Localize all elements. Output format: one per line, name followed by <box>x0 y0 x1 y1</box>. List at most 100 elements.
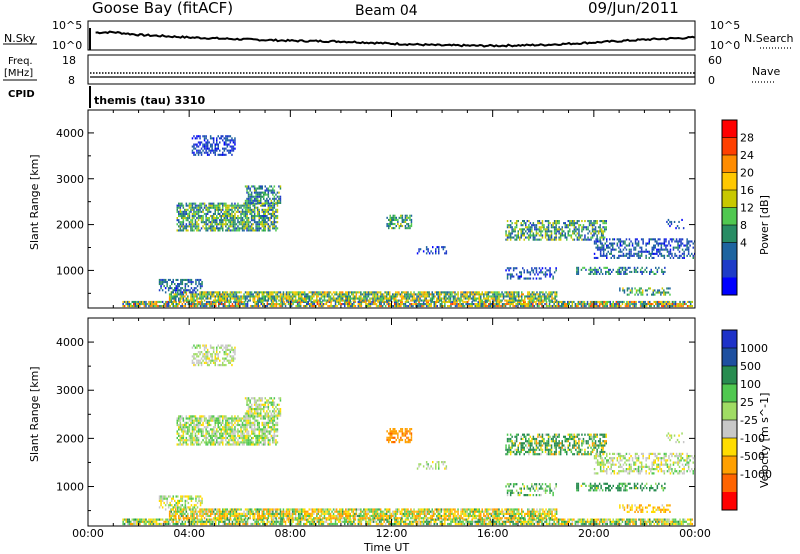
power-cell <box>538 234 541 237</box>
velocity-cell <box>319 520 322 523</box>
power-cell <box>403 303 405 306</box>
velocity-cell <box>290 518 293 521</box>
power-cell <box>231 145 233 148</box>
power-cell <box>201 305 203 308</box>
velocity-cell <box>551 522 554 526</box>
velocity-cell <box>126 520 129 523</box>
power-cell <box>244 199 247 202</box>
power-cell <box>385 299 388 302</box>
power-cell <box>269 295 271 298</box>
power-cell <box>394 214 396 217</box>
velocity-cell <box>477 520 479 523</box>
power-cell <box>639 246 641 249</box>
power-cell <box>424 303 426 306</box>
velocity-cell <box>145 520 147 523</box>
power-cell <box>256 195 259 198</box>
power-cell <box>231 293 233 296</box>
power-cell <box>298 303 300 306</box>
power-cell <box>249 208 251 211</box>
power-cell <box>511 230 513 233</box>
power-cell <box>252 297 254 300</box>
power-cell <box>578 224 580 227</box>
power-cell <box>514 230 516 233</box>
power-cell <box>443 293 446 296</box>
velocity-cell <box>236 522 238 526</box>
power-cell <box>287 295 289 298</box>
power-cell <box>208 291 210 294</box>
power-cell <box>166 303 168 306</box>
power-cell <box>527 291 529 294</box>
power-cell <box>519 271 521 274</box>
velocity-cell <box>422 522 425 526</box>
power-cell <box>214 143 216 146</box>
velocity-cell <box>342 520 344 523</box>
velocity-cell <box>554 522 557 526</box>
power-cell <box>371 303 373 306</box>
power-cell <box>555 224 557 227</box>
power-cell <box>562 303 564 306</box>
power-cell <box>678 238 681 241</box>
power-cell <box>531 234 533 237</box>
power-cell <box>626 293 629 296</box>
power-cell <box>522 232 524 235</box>
power-cell <box>163 278 165 281</box>
power-cell <box>272 187 274 190</box>
power-cell <box>509 232 512 235</box>
power-cell <box>404 300 407 303</box>
velocity-cell <box>330 522 332 526</box>
power-cell <box>496 295 499 298</box>
power-cell <box>279 297 282 300</box>
power-cell <box>260 187 262 190</box>
power-cell <box>208 303 211 306</box>
power-cell <box>233 300 235 303</box>
power-cell <box>190 291 193 294</box>
velocity-cell <box>186 518 188 521</box>
power-cell <box>181 204 183 207</box>
power-cell <box>229 151 232 154</box>
power-cell <box>223 137 226 140</box>
velocity-cell <box>327 522 329 526</box>
power-cell <box>634 252 637 255</box>
velocity-cell <box>351 520 353 523</box>
power-cell <box>234 219 236 222</box>
power-cell <box>542 300 545 303</box>
power-cell <box>175 295 177 298</box>
power-cell <box>174 300 176 303</box>
velocity-cell <box>263 522 265 526</box>
power-cell <box>338 291 341 294</box>
power-cell <box>208 221 210 224</box>
power-cell <box>299 305 302 308</box>
power-cell <box>609 252 611 255</box>
power-cell <box>496 299 499 302</box>
power-cell <box>510 293 512 296</box>
power-cell <box>205 295 207 298</box>
power-cell <box>228 227 230 230</box>
power-cell <box>205 225 207 228</box>
power-cell <box>606 254 608 257</box>
power-cell <box>178 204 180 207</box>
power-cell <box>679 305 681 308</box>
power-cell <box>419 299 421 302</box>
velocity-cell <box>567 522 569 526</box>
power-cell <box>258 223 260 226</box>
power-cell <box>249 199 251 202</box>
power-cell <box>511 299 514 302</box>
power-cell <box>254 303 256 306</box>
velocity-cell <box>131 518 133 521</box>
power-cell <box>515 305 517 308</box>
power-cell <box>294 291 297 294</box>
power-cell <box>276 191 279 194</box>
power-cell <box>203 151 206 154</box>
power-cell <box>225 208 227 211</box>
power-cell <box>261 221 263 224</box>
velocity-cell <box>222 520 225 523</box>
power-cell <box>219 221 221 224</box>
power-cell <box>683 254 685 257</box>
power-cell <box>593 252 596 255</box>
power-cell <box>437 293 439 296</box>
power-cell <box>225 210 227 213</box>
power-cell <box>474 297 476 300</box>
power-cell <box>245 305 247 308</box>
power-cell <box>212 202 215 205</box>
power-cell <box>599 224 601 227</box>
